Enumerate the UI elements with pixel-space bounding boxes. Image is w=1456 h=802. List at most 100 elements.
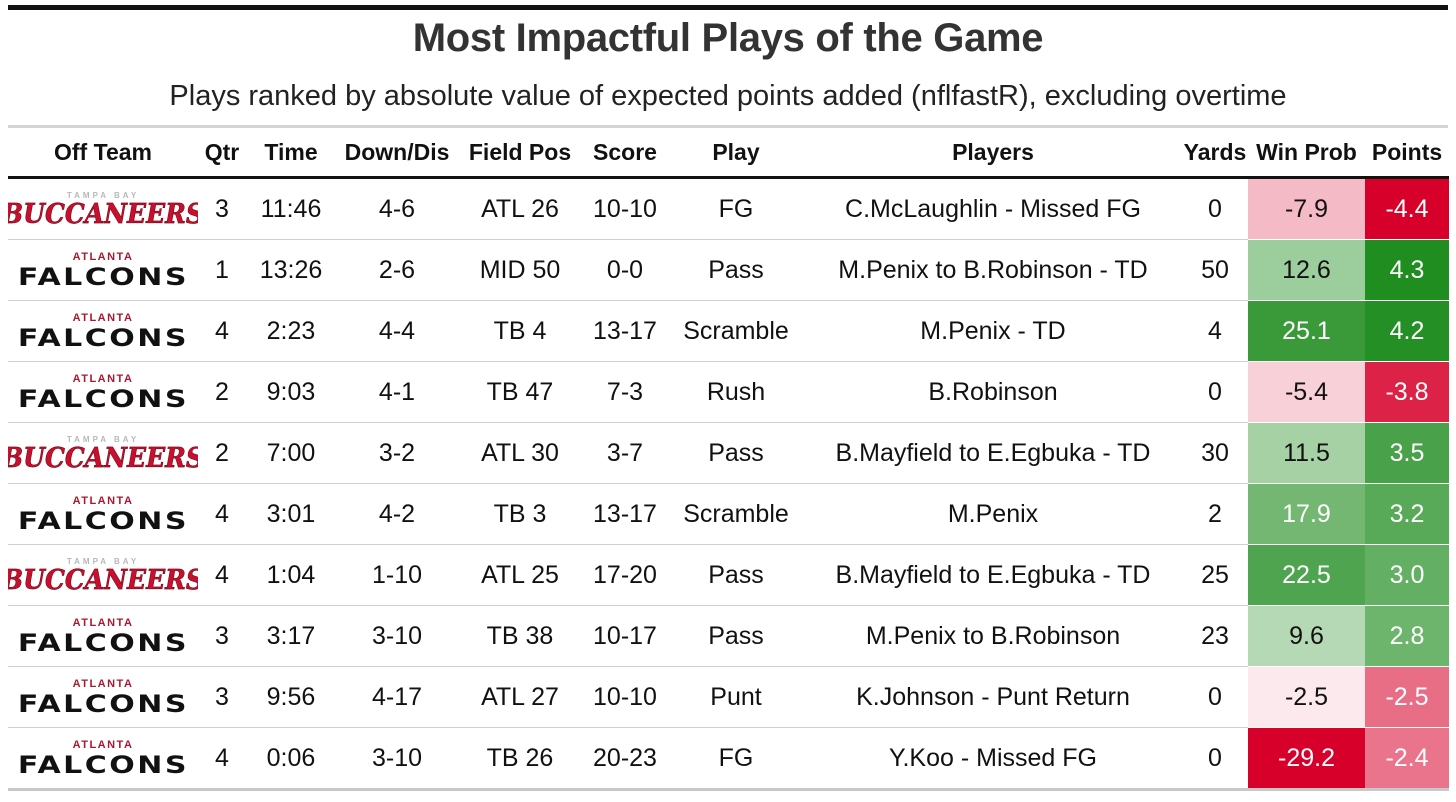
players-cell: M.Penix to B.Robinson - TD [804,239,1182,301]
subtitle-rule [8,125,1448,128]
time-cell: 0:06 [246,727,336,791]
win-prob-cell: -7.9 [1248,177,1365,240]
team-logo-cell: ATLANTA FALCONS [8,361,198,423]
yards-cell: 23 [1182,605,1248,667]
buccaneers-logo: TAMPA BAY BUCCANEERS [8,191,198,230]
table-row: TAMPA BAY BUCCANEERS 3 11:46 4-6 ATL 26 10-10 F… [8,177,1449,240]
team-logo-cell: ATLANTA FALCONS [8,666,198,728]
yards-cell: 25 [1182,544,1248,606]
logo-wordmark: FALCONS [17,323,189,352]
qtr-cell: 2 [198,422,246,484]
down-distance-cell: 3-10 [336,605,458,667]
table-row: ATLANTA FALCONS 4 2:23 4-4 TB 4 13-17 Scramble M… [8,300,1449,362]
win-prob-cell: 11.5 [1248,422,1365,484]
players-cell: M.Penix [804,483,1182,545]
falcons-logo: ATLANTA FALCONS [8,494,198,535]
qtr-cell: 1 [198,239,246,301]
play-type-cell: Rush [668,361,804,423]
time-cell: 9:03 [246,361,336,423]
header-points: Points [1365,128,1449,179]
score-cell: 20-23 [582,727,668,791]
buccaneers-logo: TAMPA BAY BUCCANEERS [8,557,198,596]
time-cell: 7:00 [246,422,336,484]
score-cell: 13-17 [582,300,668,362]
yards-cell: 50 [1182,239,1248,301]
down-distance-cell: 4-2 [336,483,458,545]
points-cell: 3.5 [1365,422,1449,484]
qtr-cell: 4 [198,544,246,606]
table-row: ATLANTA FALCONS 4 3:01 4-2 TB 3 13-17 Scramble M… [8,483,1449,545]
plays-table: Off Team Qtr Time Down/Dis Field Pos Sco… [8,128,1449,791]
falcons-logo: ATLANTA FALCONS [8,677,198,716]
down-distance-cell: 2-6 [336,239,458,301]
logo-wordmark: BUCCANEERS [8,197,198,230]
logo-wordmark: FALCONS [17,262,189,291]
logo-city: TAMPA BAY [66,435,140,444]
falcons-logo: ATLANTA FALCONS [8,311,198,352]
yards-cell: 0 [1182,666,1248,728]
header-time: Time [246,128,336,179]
play-type-cell: Pass [668,544,804,606]
header-field-pos: Field Pos [458,128,582,179]
play-type-cell: Scramble [668,300,804,362]
down-distance-cell: 4-17 [336,666,458,728]
team-logo-cell: TAMPA BAY BUCCANEERS [8,177,198,240]
yards-cell: 2 [1182,483,1248,545]
play-type-cell: Scramble [668,483,804,545]
win-prob-cell: 9.6 [1248,605,1365,667]
table-row: TAMPA BAY BUCCANEERS 4 1:04 1-10 ATL 25 17-20 P… [8,544,1449,606]
down-distance-cell: 4-6 [336,177,458,240]
header-players: Players [804,128,1182,179]
table-row: ATLANTA FALCONS 2 9:03 4-1 TB 47 7-3 Rush B.Robi… [8,361,1449,423]
win-prob-cell: 25.1 [1248,300,1365,362]
page-title: Most Impactful Plays of the Game [412,16,1044,60]
down-distance-cell: 4-1 [336,361,458,423]
header-down-dis: Down/Dis [336,128,458,179]
logo-wordmark: BUCCANEERS [8,563,198,596]
points-cell: -4.4 [1365,177,1449,240]
play-type-cell: FG [668,727,804,791]
points-cell: -2.4 [1365,727,1449,791]
logo-city: ATLANTA [72,311,134,324]
field-position-cell: MID 50 [458,239,582,301]
field-position-cell: TB 3 [458,483,582,545]
team-logo-cell: TAMPA BAY BUCCANEERS [8,422,198,484]
logo-city: ATLANTA [72,738,134,751]
yards-cell: 4 [1182,300,1248,362]
logo-city: TAMPA BAY [66,557,140,566]
players-cell: C.McLaughlin - Missed FG [804,177,1182,240]
table-row: ATLANTA FALCONS 4 0:06 3-10 TB 26 20-23 FG Y.Koo… [8,727,1449,791]
buccaneers-logo: TAMPA BAY BUCCANEERS [8,435,198,474]
points-cell: 4.2 [1365,300,1449,362]
logo-city: ATLANTA [72,677,134,690]
down-distance-cell: 4-4 [336,300,458,362]
players-cell: Y.Koo - Missed FG [804,727,1182,791]
play-type-cell: Pass [668,605,804,667]
field-position-cell: ATL 27 [458,666,582,728]
players-cell: K.Johnson - Punt Return [804,666,1182,728]
time-cell: 11:46 [246,177,336,240]
field-position-cell: TB 47 [458,361,582,423]
table-row: TAMPA BAY BUCCANEERS 2 7:00 3-2 ATL 30 3-7 Pass… [8,422,1449,484]
win-prob-cell: 22.5 [1248,544,1365,606]
play-type-cell: FG [668,177,804,240]
logo-city: ATLANTA [72,372,134,385]
qtr-cell: 4 [198,300,246,362]
logo-city: ATLANTA [72,616,134,629]
logo-wordmark: FALCONS [17,506,189,535]
qtr-cell: 4 [198,483,246,545]
score-cell: 10-17 [582,605,668,667]
logo-city: TAMPA BAY [66,191,140,200]
time-cell: 1:04 [246,544,336,606]
logo-city: ATLANTA [72,250,134,263]
team-logo-cell: TAMPA BAY BUCCANEERS [8,544,198,606]
play-type-cell: Pass [668,239,804,301]
yards-cell: 0 [1182,727,1248,791]
win-prob-cell: -2.5 [1248,666,1365,728]
logo-city: ATLANTA [72,494,134,507]
points-cell: 3.2 [1365,483,1449,545]
page-subtitle: Plays ranked by absolute value of expect… [169,80,1287,112]
logo-wordmark: FALCONS [17,628,189,657]
logo-wordmark: BUCCANEERS [8,441,198,474]
logo-wordmark: FALCONS [17,750,189,779]
